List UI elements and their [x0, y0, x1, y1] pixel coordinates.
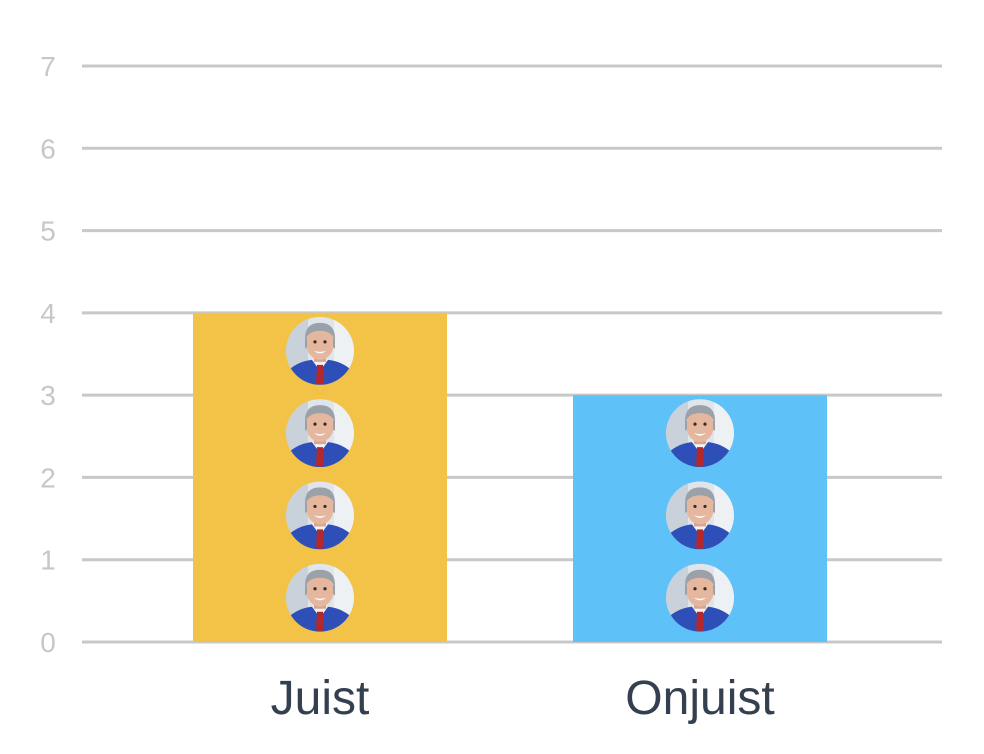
x-category-label: Onjuist [625, 672, 774, 725]
y-tick-label: 0 [40, 627, 56, 658]
person-avatar-icon [286, 564, 354, 632]
y-axis-tick-labels: 0 1 2 3 4 5 6 7 [40, 51, 56, 658]
y-tick-label: 2 [40, 462, 56, 493]
person-avatar-icon [286, 481, 354, 549]
y-tick-label: 7 [40, 51, 56, 82]
person-avatar-icon [666, 564, 734, 632]
person-avatar-icon [666, 481, 734, 549]
person-avatar-icon [666, 399, 734, 467]
x-category-label: Juist [271, 672, 370, 725]
y-tick-label: 6 [40, 133, 56, 164]
y-tick-label: 3 [40, 380, 56, 411]
person-avatar-icon [286, 317, 354, 385]
y-tick-label: 4 [40, 298, 56, 329]
x-axis-category-labels: Juist Onjuist [271, 672, 775, 725]
y-tick-label: 1 [40, 545, 56, 576]
y-tick-label: 5 [40, 216, 56, 247]
person-avatar-icon [286, 399, 354, 467]
